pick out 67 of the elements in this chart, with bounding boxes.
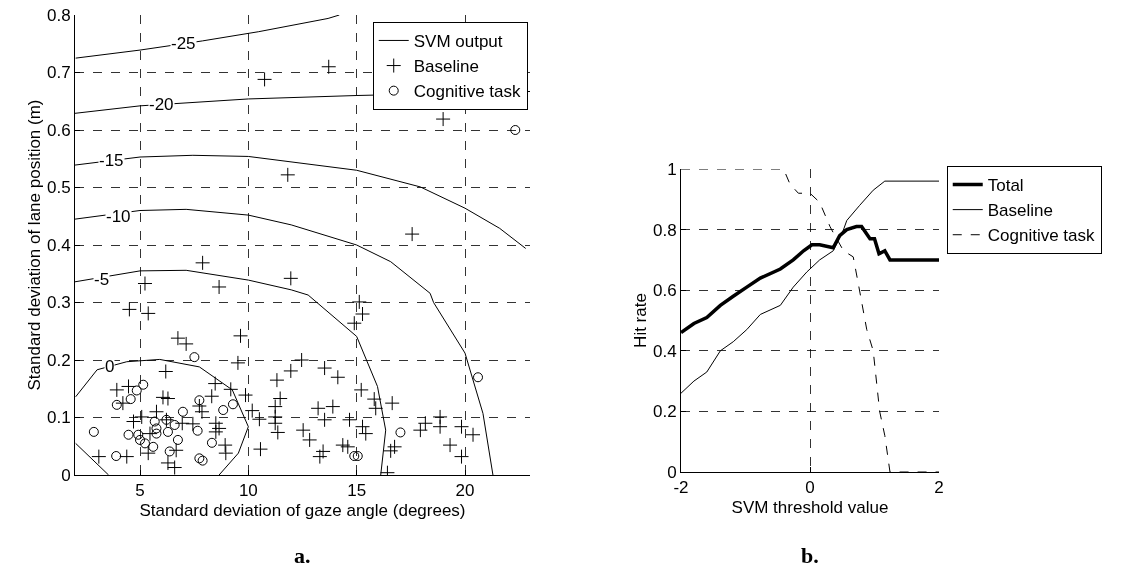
legend-label: Cognitive task: [987, 226, 1096, 246]
y-tick-label: 0.6: [652, 281, 677, 301]
y-tick-label: 0.1: [46, 408, 71, 428]
legend-label: Cognitive task: [413, 82, 521, 102]
x-axis-title: SVM threshold value: [731, 497, 889, 517]
point: [135, 434, 145, 445]
x-tick-label: 10: [238, 481, 258, 501]
annotation: 0: [105, 357, 115, 376]
annotation: -10: [106, 207, 131, 226]
y-tick-label: 0.4: [652, 341, 677, 361]
text: a.: [294, 543, 311, 568]
point: [161, 414, 172, 425]
point: [88, 426, 99, 437]
y-tick-label: 0.2: [46, 350, 71, 370]
legend-label: Baseline: [413, 57, 479, 77]
point: [123, 429, 134, 440]
y-tick-label: 0.8: [652, 220, 677, 240]
x-tick-label: 0: [805, 478, 815, 498]
point: [206, 437, 217, 448]
annotation: -20: [149, 95, 174, 114]
legend-label: Total: [987, 176, 1024, 196]
x-axis-title: Standard deviation of gaze angle (degrees): [139, 500, 466, 520]
y-tick-label: 0.6: [46, 120, 71, 140]
point: [111, 399, 122, 410]
point: [125, 394, 136, 405]
y-tick-label: 0.3: [46, 293, 71, 313]
y-tick-label: 0.2: [652, 402, 677, 422]
point: [149, 416, 160, 427]
point: [111, 451, 122, 462]
x-tick-label: 20: [455, 481, 475, 501]
annotation: -5: [94, 270, 110, 289]
text: b.: [801, 543, 819, 568]
point: [133, 429, 144, 440]
x-tick-label: 15: [347, 481, 367, 501]
y-tick-label: 0: [61, 465, 71, 485]
point: [177, 406, 188, 417]
point: [131, 385, 142, 396]
point: [138, 379, 149, 390]
point: [194, 395, 205, 406]
point: [192, 425, 203, 436]
y-tick-label: 0.5: [46, 178, 71, 198]
point: [218, 405, 229, 416]
point: [227, 399, 238, 410]
point: [148, 441, 159, 452]
point: [189, 352, 200, 363]
point: [151, 423, 162, 434]
legend-label: SVM output: [413, 32, 503, 52]
point: [172, 434, 183, 445]
annotation: -25: [171, 34, 196, 53]
y-axis-title: Hit rate: [630, 293, 650, 348]
point: [151, 428, 162, 439]
x-tick-label: 2: [934, 478, 944, 498]
x-tick-label: 5: [135, 481, 145, 501]
point: [139, 438, 150, 449]
y-axis-title: Standard deviation of lane position (m): [24, 99, 44, 391]
point: [395, 427, 406, 438]
y-tick-label: 0.8: [46, 5, 71, 25]
point: [169, 419, 180, 430]
y-tick-label: 0.4: [46, 235, 71, 255]
point: [164, 446, 175, 457]
y-tick-label: 0.7: [46, 63, 71, 83]
annotation: -15: [99, 151, 124, 170]
point: [510, 125, 521, 135]
point: [473, 372, 483, 383]
y-tick-label: 1: [667, 159, 677, 179]
legend-label: Baseline: [987, 201, 1053, 221]
point: [162, 426, 173, 437]
